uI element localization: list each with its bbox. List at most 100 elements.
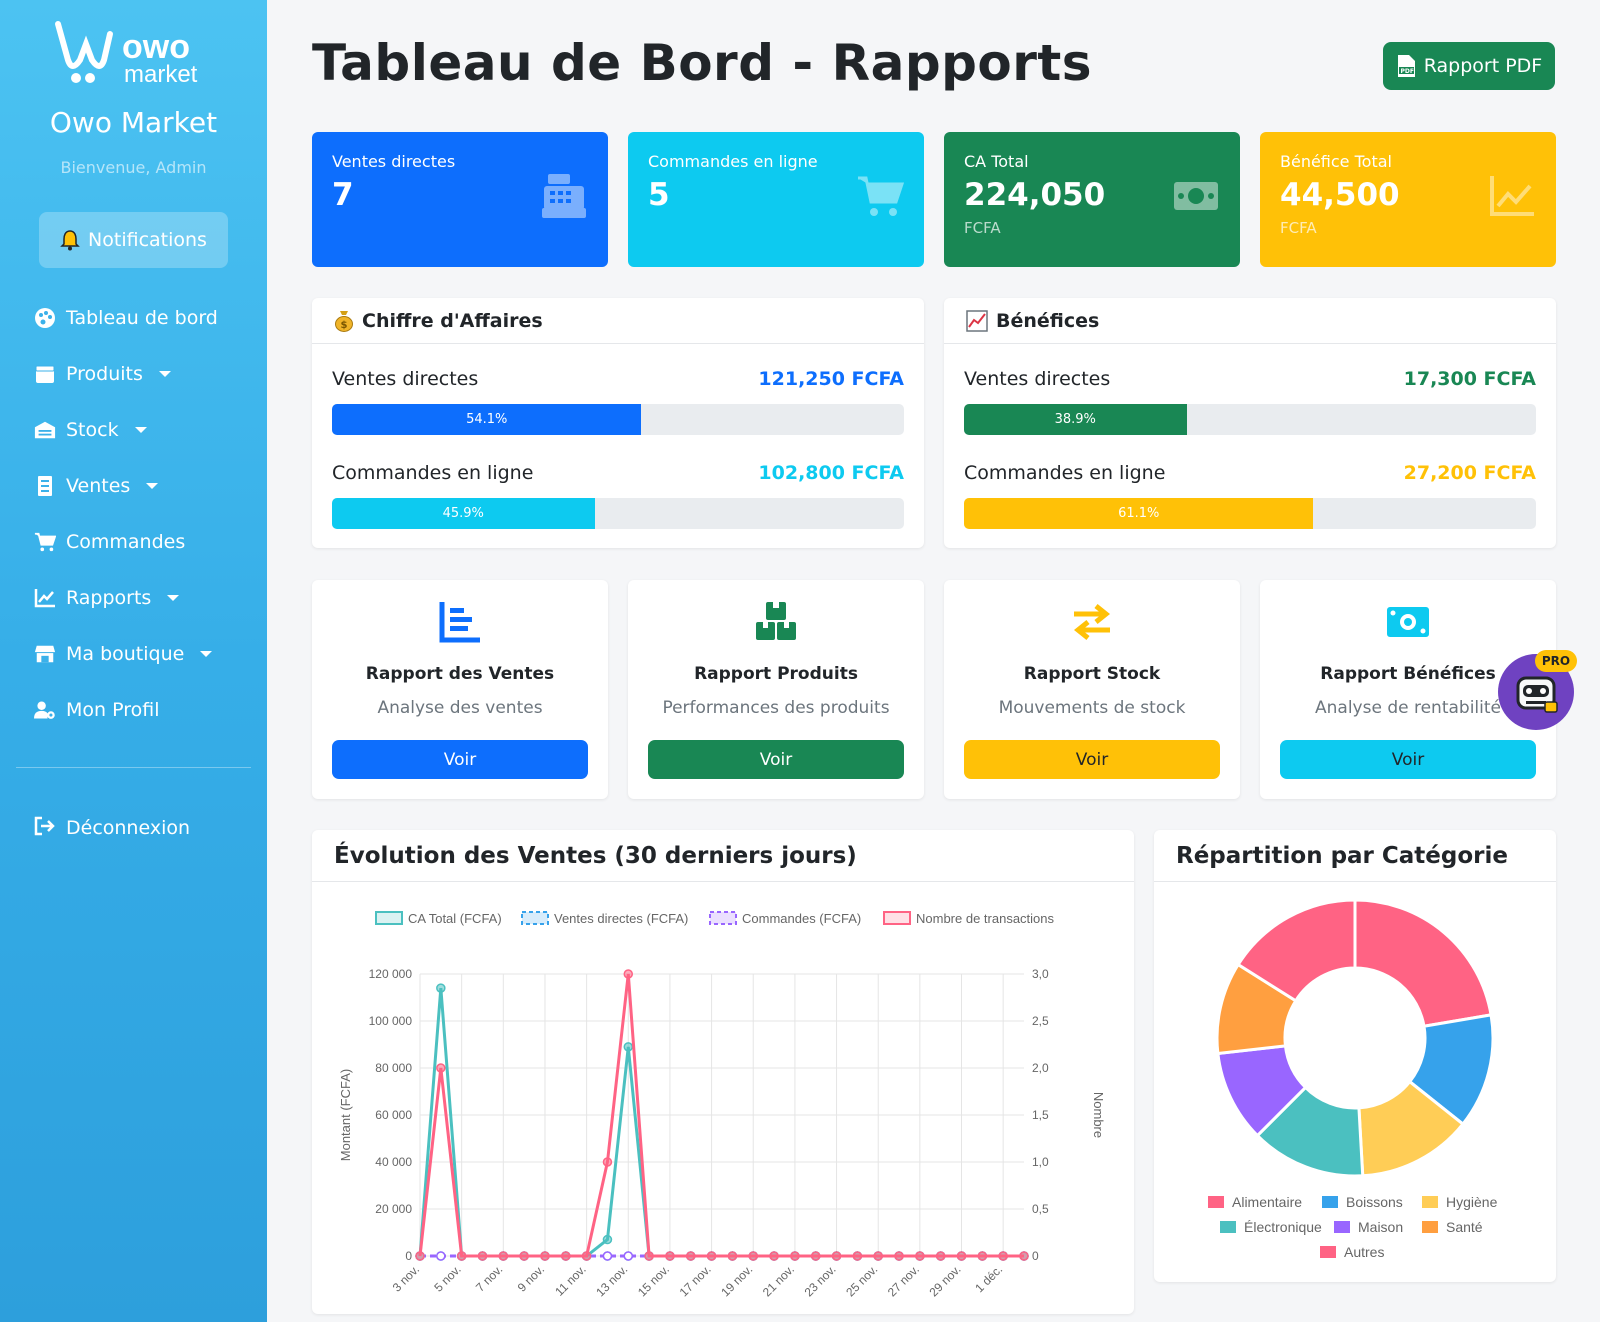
notifications-button[interactable]: Notifications xyxy=(39,212,228,268)
progress-fill: 54.1% xyxy=(332,404,642,435)
legend-swatch xyxy=(1334,1221,1350,1233)
sidebar-item-label: Commandes xyxy=(66,531,186,553)
data-point xyxy=(956,1251,967,1261)
logout-label: Déconnexion xyxy=(66,817,191,839)
money-bill-icon xyxy=(1174,182,1218,210)
svg-text:PDF: PDF xyxy=(1400,68,1413,75)
x-tick-label: 5 nov. xyxy=(431,1262,463,1294)
sidebar-item-commandes[interactable]: Commandes xyxy=(34,514,254,570)
x-tick-label: 13 nov. xyxy=(593,1262,630,1299)
view-sales-report-button[interactable]: Voir xyxy=(332,740,588,779)
data-point xyxy=(519,1251,529,1261)
sidebar-item-stock[interactable]: Stock xyxy=(34,402,254,458)
y2-tick-label: 2,0 xyxy=(1032,1061,1049,1075)
stat-unit: FCFA xyxy=(964,219,1001,237)
sidebar-item-rapports[interactable]: Rapports xyxy=(34,570,254,626)
warehouse-icon xyxy=(34,419,56,441)
report-description: Analyse de rentabilité xyxy=(1315,698,1501,718)
y-tick-label: 0 xyxy=(405,1249,412,1263)
logo-text-owo: owo xyxy=(122,28,190,66)
pie-slice xyxy=(1353,898,1493,1029)
chart-line-icon xyxy=(1490,176,1534,216)
legend-label: Santé xyxy=(1446,1219,1483,1235)
chart-line-icon xyxy=(34,587,56,609)
x-tick-label: 1 déc. xyxy=(972,1262,1005,1295)
row-value: 27,200 FCFA xyxy=(1403,462,1536,484)
exchange-icon xyxy=(1073,604,1111,640)
legend-swatch xyxy=(1320,1246,1336,1258)
view-stock-report-button[interactable]: Voir xyxy=(964,740,1220,779)
data-point xyxy=(436,1063,446,1073)
stat-label: Bénéfice Total xyxy=(1280,152,1392,171)
stat-value: 7 xyxy=(332,177,354,213)
view-profit-report-button[interactable]: Voir xyxy=(1280,740,1536,779)
x-tick-label: 23 nov. xyxy=(802,1262,839,1299)
y2-tick-label: 0,5 xyxy=(1032,1202,1049,1216)
x-tick-label: 17 nov. xyxy=(677,1262,714,1299)
data-point xyxy=(602,1157,613,1167)
sidebar-item-ma-boutique[interactable]: Ma boutique xyxy=(34,626,254,682)
report-title: Rapport Bénéfices xyxy=(1320,664,1496,684)
report-description: Analyse des ventes xyxy=(377,698,543,718)
stat-label: Commandes en ligne xyxy=(648,152,818,171)
chevron-down-icon xyxy=(158,371,171,377)
data-point xyxy=(686,1251,696,1261)
sidebar-item-ventes[interactable]: Ventes xyxy=(34,458,254,514)
sidebar-item-label: Rapports xyxy=(66,587,152,609)
owo-market-logo[interactable]: owo market xyxy=(54,20,214,88)
data-point xyxy=(477,1251,488,1261)
pro-tag: PRO xyxy=(1535,650,1577,672)
y-tick-label: 20 000 xyxy=(375,1202,412,1216)
store-icon xyxy=(34,643,56,665)
sales-evolution-card: Évolution des Ventes (30 derniers jours)… xyxy=(312,830,1134,1314)
y-tick-label: 60 000 xyxy=(375,1108,412,1122)
sign-out-icon xyxy=(34,816,56,841)
row-label: Ventes directes xyxy=(964,368,1111,390)
legend-swatch xyxy=(709,911,737,925)
stat-unit: FCFA xyxy=(1280,219,1317,237)
progress-bar: 38.9% xyxy=(964,404,1536,435)
revenue-card: $ Chiffre d'Affaires Ventes directes 121… xyxy=(312,298,924,548)
user-cog-icon xyxy=(34,699,56,721)
data-point xyxy=(915,1251,925,1261)
x-tick-label: 11 nov. xyxy=(552,1262,588,1298)
data-point xyxy=(748,1251,758,1261)
report-card-produits: Rapport Produits Performances des produi… xyxy=(628,580,924,799)
logout-button[interactable]: Déconnexion xyxy=(34,800,190,856)
stat-label: CA Total xyxy=(964,152,1029,171)
sidebar-item-produits[interactable]: Produits xyxy=(34,346,254,402)
legend-label: Autres xyxy=(1344,1244,1384,1260)
chevron-down-icon xyxy=(167,595,180,601)
row-label: Commandes en ligne xyxy=(964,462,1166,484)
chart-up-icon xyxy=(966,309,988,332)
stat-value: 44,500 xyxy=(1280,177,1400,213)
sales-line-chart: 120 000 3,0 100 000 2,5 80 000 2,0 60 000 1,5 40… xyxy=(338,911,1106,1299)
sidebar-item-mon-profil[interactable]: Mon Profil xyxy=(34,682,254,738)
legend-label: Nombre de transactions xyxy=(916,911,1055,926)
money-bag-icon: $ xyxy=(335,310,353,332)
receipt-icon xyxy=(34,475,56,497)
view-products-report-button[interactable]: Voir xyxy=(648,740,904,779)
progress-fill: 61.1% xyxy=(964,498,1314,529)
palette-icon xyxy=(34,307,56,329)
sidebar-item-label: Produits xyxy=(66,363,143,385)
card-title: Bénéfices xyxy=(996,309,1100,332)
legend-swatch xyxy=(1208,1196,1224,1208)
legend-label: Alimentaire xyxy=(1232,1194,1302,1210)
chevron-down-icon xyxy=(200,651,213,657)
stat-card-benefice-total: Bénéfice Total 44,500 FCFA xyxy=(1260,132,1556,267)
data-point xyxy=(665,1251,675,1261)
x-tick-label: 29 nov. xyxy=(927,1262,964,1299)
y2-tick-label: 1,5 xyxy=(1032,1108,1049,1122)
bell-icon xyxy=(60,230,80,251)
profit-card: Bénéfices Ventes directes 17,300 FCFA 38… xyxy=(944,298,1556,548)
logo-text-market: market xyxy=(124,61,198,88)
pdf-report-button[interactable]: PDF Rapport PDF xyxy=(1383,42,1555,90)
data-point xyxy=(852,1251,863,1261)
y-tick-label: 100 000 xyxy=(369,1014,413,1028)
data-point xyxy=(769,1251,779,1261)
sidebar-item-dashboard[interactable]: Tableau de bord xyxy=(34,290,254,346)
data-point xyxy=(644,1251,654,1261)
report-description: Performances des produits xyxy=(662,698,890,718)
stat-card-ventes-directes: Ventes directes 7 xyxy=(312,132,608,267)
